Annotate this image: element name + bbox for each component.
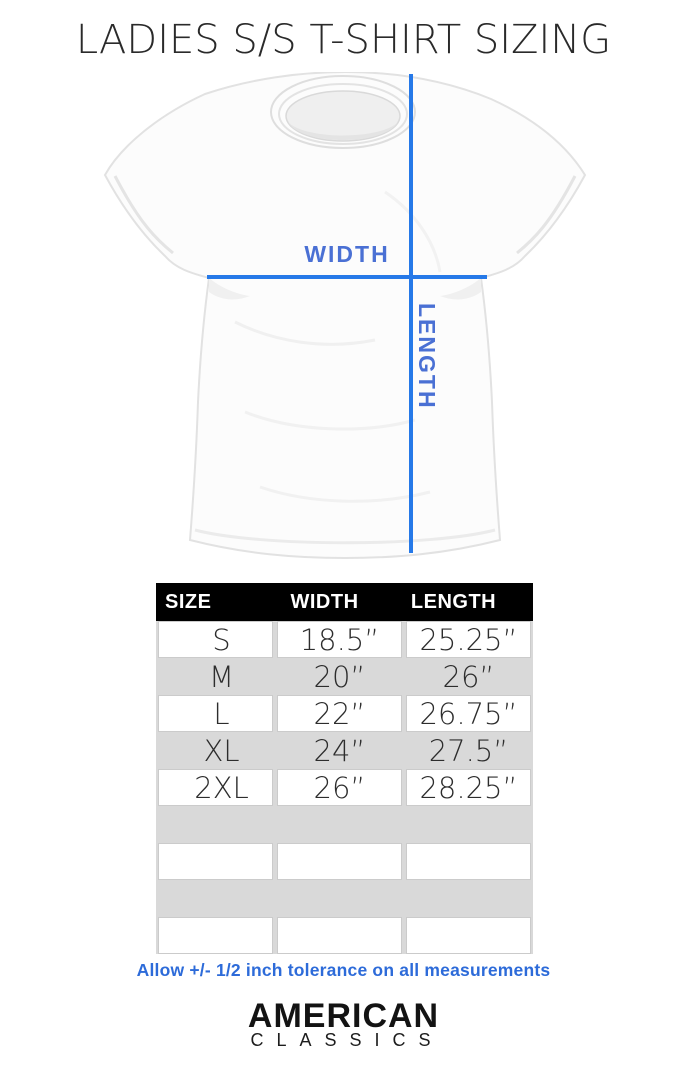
length-cell: 28.25” [406, 769, 531, 806]
sizing-table: SIZE WIDTH LENGTH S 18.5” 25.25” M 20” 2… [156, 583, 533, 954]
brand-logo-american: AMERICAN [247, 997, 440, 1035]
width-measure-label: WIDTH [304, 241, 390, 267]
width-cell [275, 880, 404, 917]
size-cell: M [208, 659, 235, 694]
length-cell [404, 880, 533, 917]
width-cell: 18.5” [277, 621, 402, 658]
size-cell [156, 880, 275, 917]
width-cell: 22” [277, 695, 402, 732]
table-row-xl: XL 24” 27.5” [156, 732, 533, 769]
length-cell [406, 843, 531, 880]
size-cell: 2XL [158, 769, 273, 806]
length-cell [406, 917, 531, 954]
tshirt-graphic [85, 72, 605, 564]
table-row-m: M 20” 26” [156, 658, 533, 695]
size-cell [158, 843, 273, 880]
width-cell: 26” [277, 769, 402, 806]
brand-logo-classics: CLASSICS [250, 1030, 444, 1050]
table-row-2xl: 2XL 26” 28.25” [156, 769, 533, 806]
size-cell: XL [203, 733, 240, 768]
length-cell: 26” [442, 659, 495, 694]
tolerance-note: Allow +/- 1/2 inch tolerance on all meas… [136, 960, 551, 980]
table-row-empty [156, 843, 533, 880]
tshirt-body-shape [103, 72, 587, 560]
header-width: WIDTH [290, 590, 359, 613]
header-length: LENGTH [410, 590, 497, 613]
width-cell [275, 806, 404, 843]
length-cell [404, 806, 533, 843]
width-cell: 20” [313, 659, 366, 694]
header-size: SIZE [165, 590, 212, 613]
size-cell [158, 917, 273, 954]
size-cell: L [158, 695, 273, 732]
width-cell: 24” [313, 733, 366, 768]
width-measure-line [207, 275, 487, 279]
length-cell: 25.25” [406, 621, 531, 658]
table-row-s: S 18.5” 25.25” [156, 621, 533, 658]
length-cell: 26.75” [406, 695, 531, 732]
width-cell [277, 917, 402, 954]
tshirt-neck-opening [285, 90, 401, 142]
size-cell [156, 806, 275, 843]
length-cell: 27.5” [428, 733, 509, 768]
length-measure-line [409, 74, 413, 553]
table-row-empty [156, 917, 533, 954]
sizing-table-header: SIZE WIDTH LENGTH [156, 583, 533, 621]
table-row-empty [156, 806, 533, 843]
table-row-l: L 22” 26.75” [156, 695, 533, 732]
width-cell [277, 843, 402, 880]
length-measure-label: LENGTH [414, 303, 440, 410]
table-row-empty [156, 880, 533, 917]
size-cell: S [158, 621, 273, 658]
page-title: LADIES S/S T-SHIRT SIZING [75, 17, 612, 63]
